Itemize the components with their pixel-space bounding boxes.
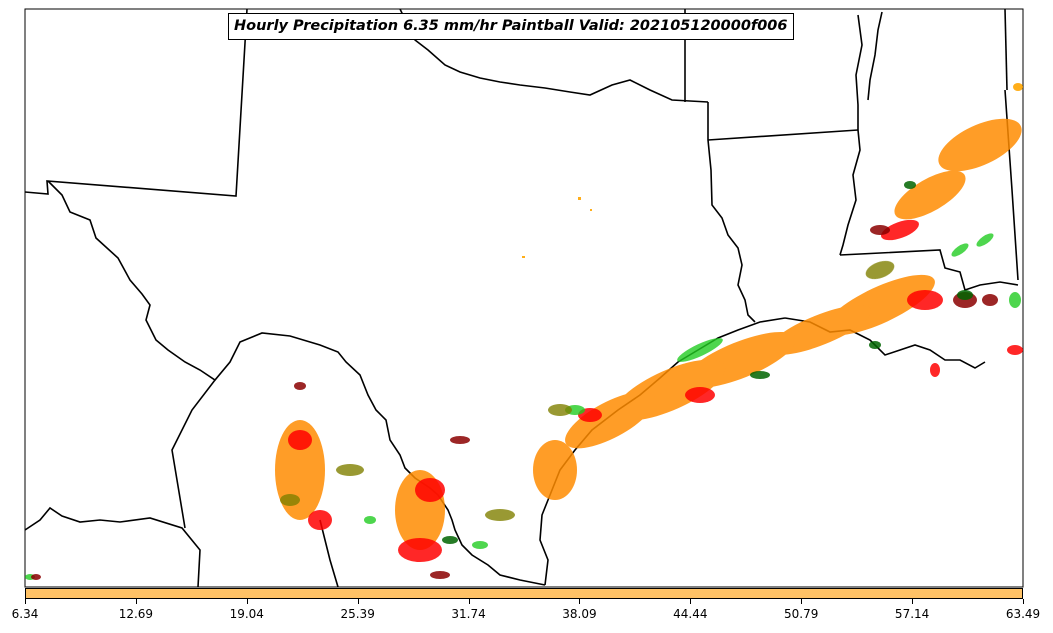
colorbar-tick: [247, 599, 248, 604]
colorbar-tick-label: 31.74: [451, 607, 486, 621]
colorbar-tick-label: 44.44: [673, 607, 708, 621]
colorbar-tick-label: 12.69: [118, 607, 154, 621]
colorbar-tick: [25, 599, 26, 604]
colorbar-tick-label: 50.79: [784, 607, 819, 621]
mexico-borders: [24, 379, 339, 588]
colorbar-tick-label: 63.49: [1005, 607, 1041, 621]
colorbar-tick: [1023, 599, 1024, 604]
colorbar-tick-label: 25.39: [340, 607, 375, 621]
map-title: Hourly Precipitation 6.35 mm/hr Paintbal…: [228, 13, 794, 40]
colorbar-tick-label: 6.34: [11, 607, 39, 621]
colorbar-tick: [358, 599, 359, 604]
precip-paintballs: [25, 83, 1023, 580]
colorbar-tick-label: 38.09: [562, 607, 597, 621]
colorbar-tick: [801, 599, 802, 604]
colorbar-tick: [579, 599, 580, 604]
colorbar-tick-label: 57.14: [894, 607, 930, 621]
colorbar-tick: [136, 599, 137, 604]
colorbar-tick-label: 19.04: [229, 607, 264, 621]
colorbar-tick: [469, 599, 470, 604]
colorbar-tick: [912, 599, 913, 604]
colorbar-tick: [690, 599, 691, 604]
colorbar: [25, 588, 1023, 599]
